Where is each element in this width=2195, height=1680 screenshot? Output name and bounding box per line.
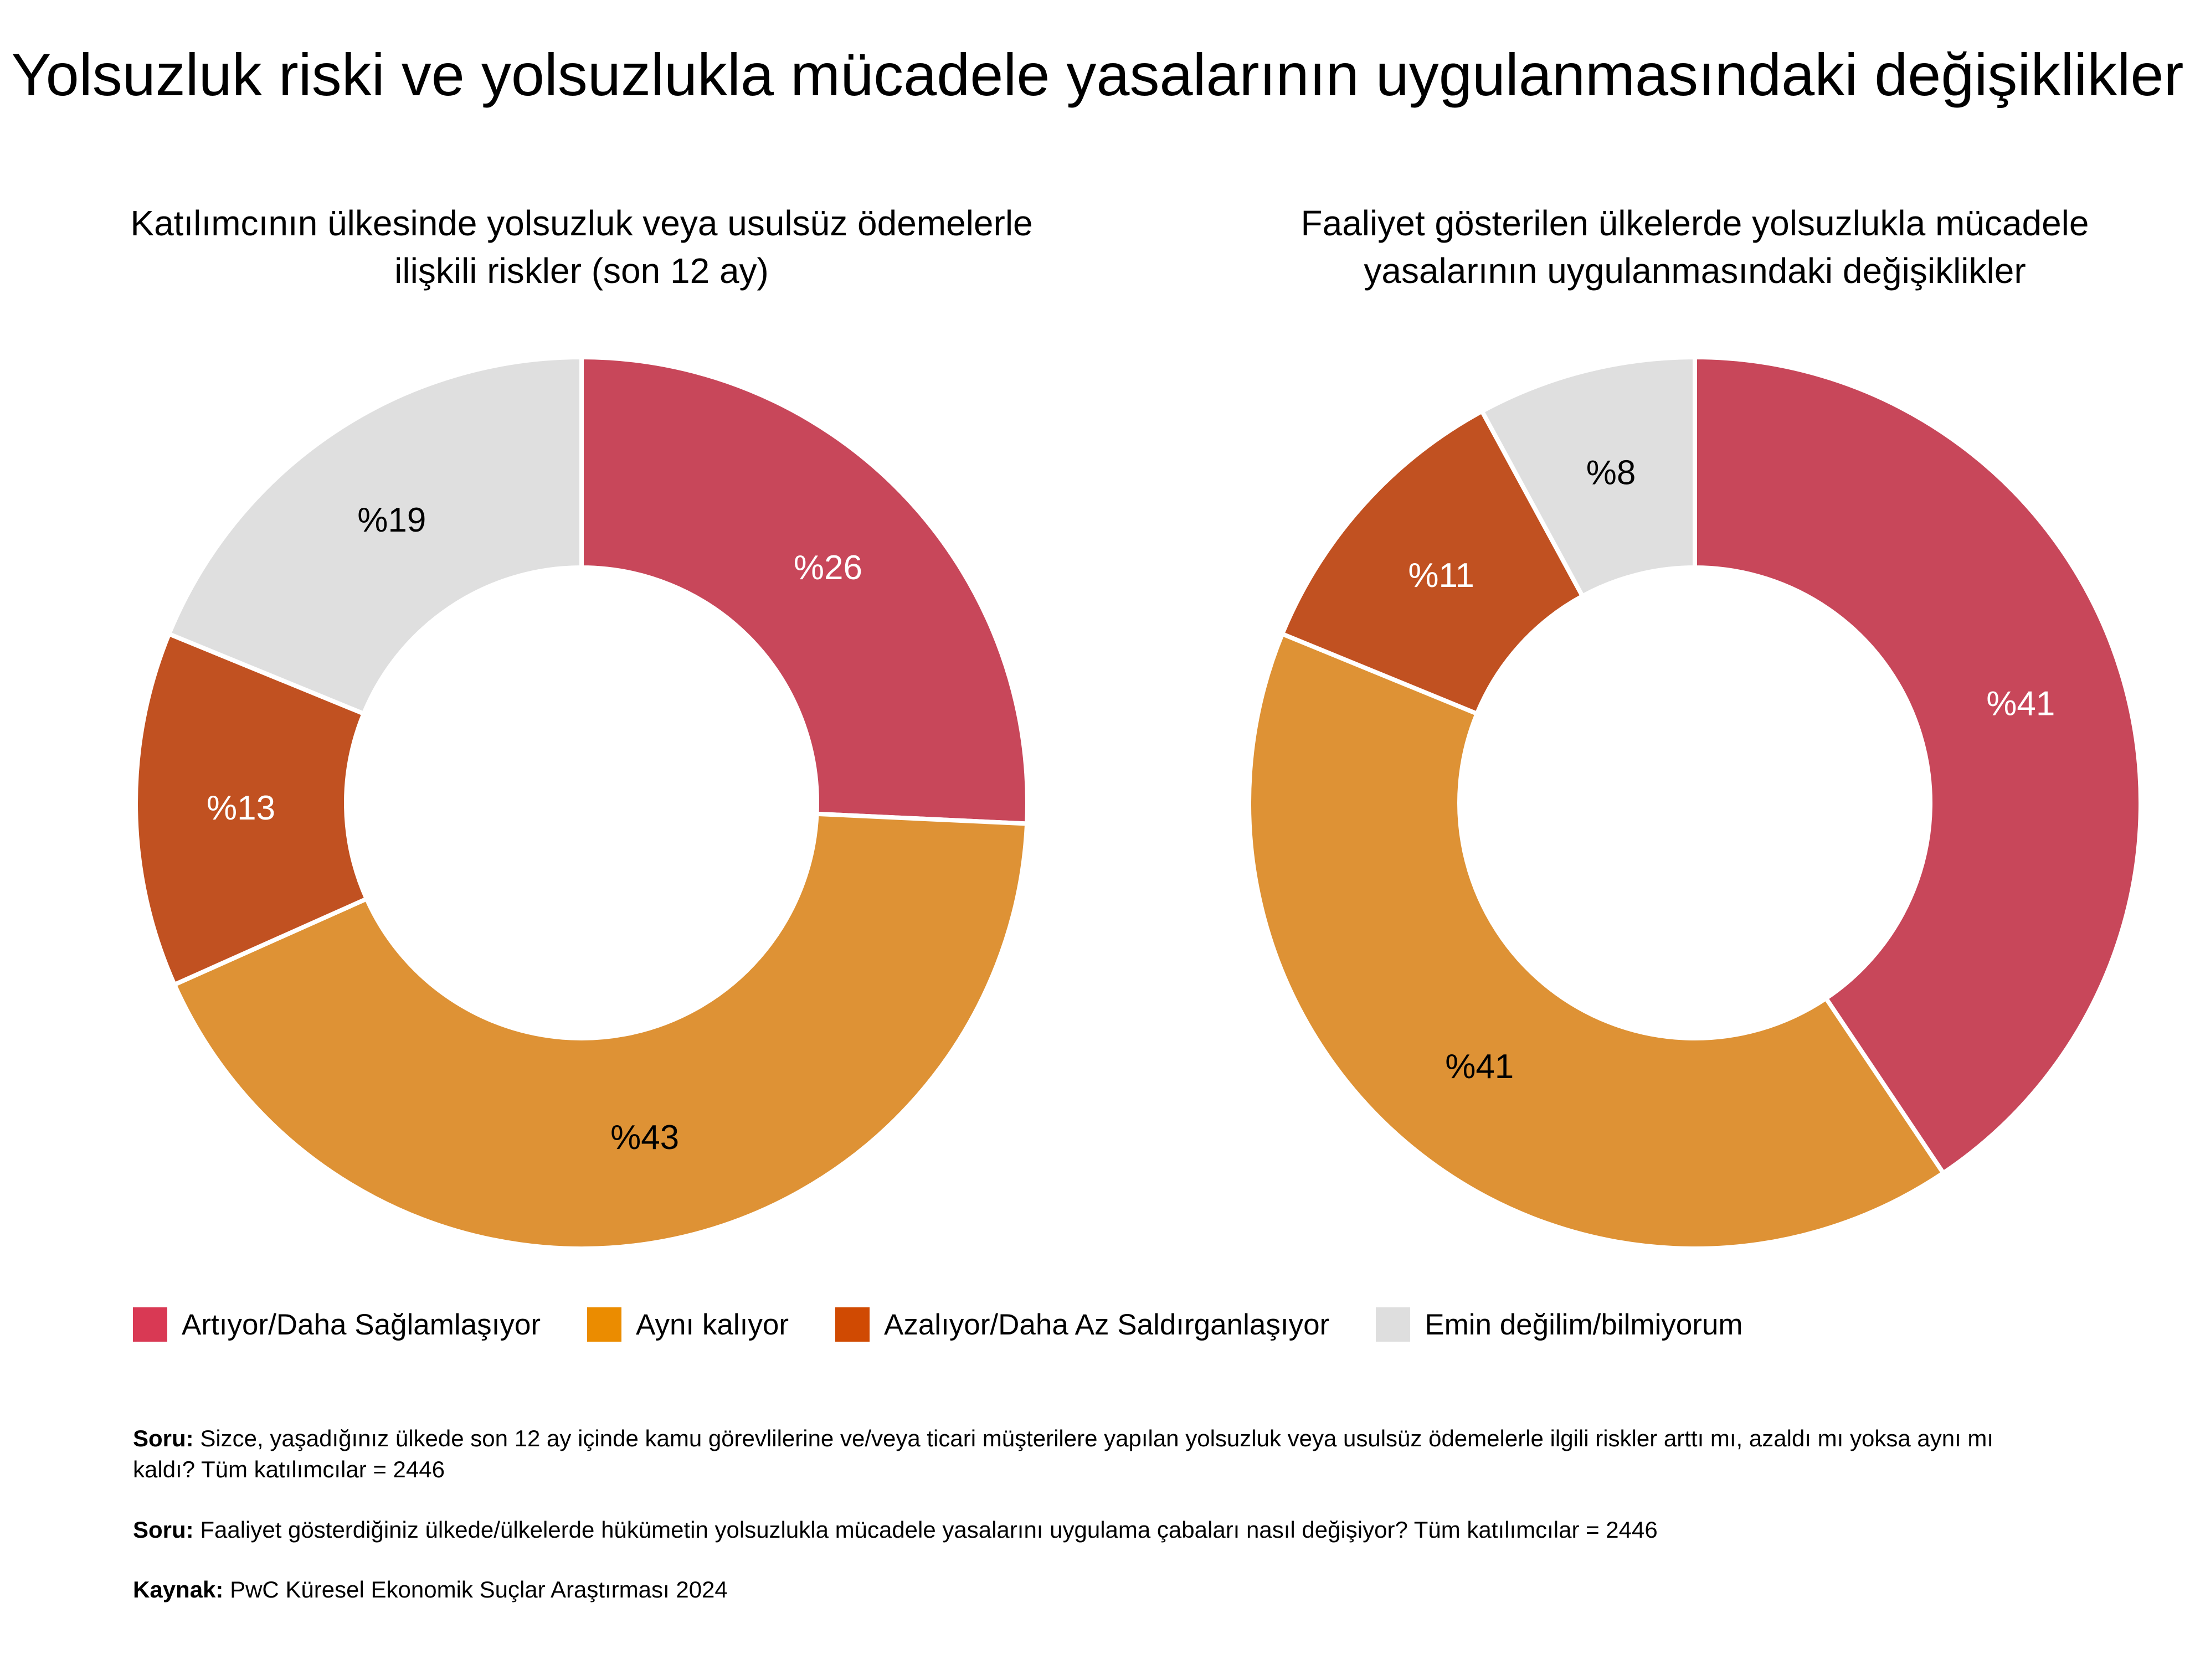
- legend-label-same: Aynı kalıyor: [636, 1308, 789, 1341]
- left-slice-increasing: [579, 355, 1030, 826]
- right-data-label-decreasing: %11: [1408, 556, 1474, 595]
- right-slice-same: [1247, 631, 1946, 1251]
- right-slice-unsure: [1479, 355, 1697, 599]
- legend-label-increasing: Artıyor/Daha Sağlamlaşıyor: [182, 1308, 541, 1341]
- right-slice-increasing: [1693, 355, 2143, 1176]
- legend-swatch-increasing: [133, 1307, 167, 1342]
- left-slice-same: [172, 811, 1030, 1251]
- page-title: Yolsuzluk riski ve yolsuzlukla mücadele …: [11, 41, 2184, 108]
- legend-label-unsure: Emin değilim/bilmiyorum: [1425, 1308, 1743, 1341]
- legend: Artıyor/Daha Sağlamlaşıyor Aynı kalıyor …: [133, 1302, 1790, 1347]
- question-1-label: Soru:: [133, 1425, 194, 1451]
- right-chart-title: Faaliyet gösterilen ülkelerde yolsuzlukl…: [1300, 203, 2089, 291]
- legend-item-increasing: Artıyor/Daha Sağlamlaşıyor: [133, 1307, 541, 1342]
- legend-item-unsure: Emin değilim/bilmiyorum: [1376, 1307, 1743, 1342]
- question-1-note: Soru: Sizce, yaşadığınız ülkede son 12 a…: [133, 1423, 2060, 1485]
- right-slice-decreasing: [1280, 409, 1585, 716]
- legend-swatch-decreasing: [835, 1307, 870, 1342]
- right-donut-chart: %41 %41 %11 %8: [1247, 355, 2143, 1251]
- left-slice-decreasing: [133, 631, 369, 987]
- left-data-label-increasing: %26: [794, 549, 862, 587]
- left-data-label-same: %43: [610, 1119, 679, 1157]
- legend-label-decreasing: Azalıyor/Daha Az Saldırganlaşıyor: [883, 1308, 1330, 1341]
- question-2-label: Soru:: [133, 1517, 194, 1543]
- legend-swatch-unsure: [1376, 1307, 1411, 1342]
- source-label: Kaynak:: [133, 1576, 224, 1602]
- right-data-label-increasing: %41: [1986, 684, 2055, 723]
- source-note: Kaynak: PwC Küresel Ekonomik Suçlar Araş…: [133, 1574, 2060, 1605]
- left-slice-unsure: [167, 355, 584, 716]
- right-data-label-unsure: %8: [1586, 454, 1636, 492]
- question-2-text: Faaliyet gösterdiğiniz ülkede/ülkelerde …: [193, 1517, 1658, 1543]
- question-1-text: Sizce, yaşadığınız ülkede son 12 ay için…: [133, 1425, 1994, 1482]
- left-donut-chart: %26 %43 %13 %19: [133, 355, 1030, 1251]
- question-2-note: Soru: Faaliyet gösterdiğiniz ülkede/ülke…: [133, 1514, 2060, 1545]
- source-text: PwC Küresel Ekonomik Suçlar Araştırması …: [223, 1576, 728, 1602]
- legend-item-same: Aynı kalıyor: [587, 1307, 789, 1342]
- left-data-label-unsure: %19: [357, 501, 426, 539]
- left-chart-title: Katılımcının ülkesinde yolsuzluk veya us…: [130, 203, 1033, 291]
- legend-item-decreasing: Azalıyor/Daha Az Saldırganlaşıyor: [835, 1307, 1329, 1342]
- right-data-label-same: %41: [1445, 1048, 1514, 1086]
- left-data-label-decreasing: %13: [207, 789, 275, 827]
- legend-swatch-same: [587, 1307, 622, 1342]
